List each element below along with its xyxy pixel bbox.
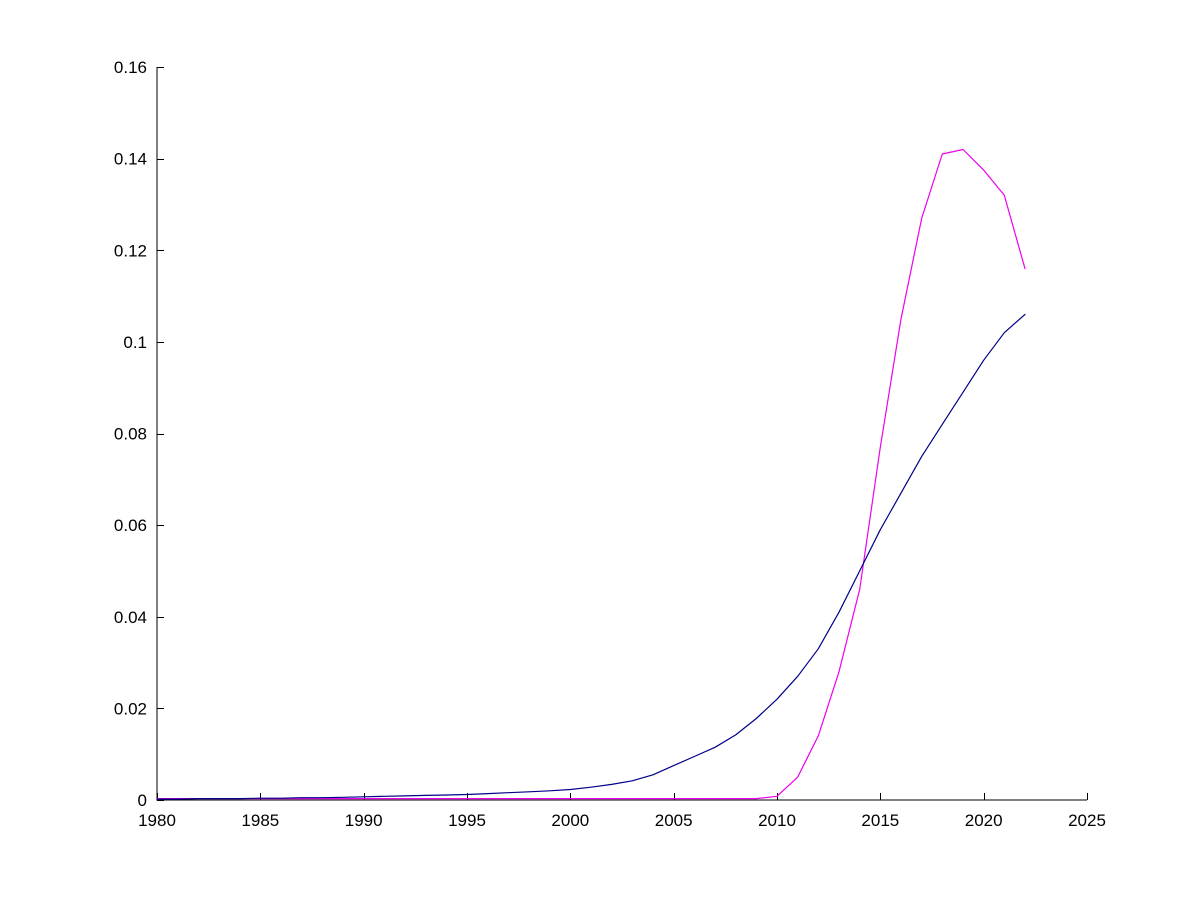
x-tick-label: 1980 <box>138 811 176 830</box>
y-tick-label: 0.06 <box>114 516 147 535</box>
y-tick-label: 0.1 <box>123 333 147 352</box>
y-tick-label: 0.14 <box>114 150 147 169</box>
axis-lines <box>156 67 1087 801</box>
x-tick-label: 2020 <box>965 811 1003 830</box>
x-tick-label: 1985 <box>241 811 279 830</box>
x-tick-label: 2015 <box>861 811 899 830</box>
x-tick-label: 2000 <box>551 811 589 830</box>
y-tick-label: 0.12 <box>114 241 147 260</box>
magenta-series-line <box>156 148 1026 800</box>
y-tick-label: 0 <box>138 791 147 810</box>
y-tick-label: 0.16 <box>114 58 147 77</box>
x-tick-label: 2005 <box>655 811 693 830</box>
x-tick-label: 1995 <box>448 811 486 830</box>
x-tick-label: 2010 <box>758 811 796 830</box>
y-tick-label: 0.04 <box>114 608 147 627</box>
y-tick-label: 0.08 <box>114 425 147 444</box>
x-tick-label: 2025 <box>1068 811 1106 830</box>
x-tick-label: 1990 <box>345 811 383 830</box>
y-tick-label: 0.02 <box>114 699 147 718</box>
blue-series-line <box>156 313 1026 800</box>
